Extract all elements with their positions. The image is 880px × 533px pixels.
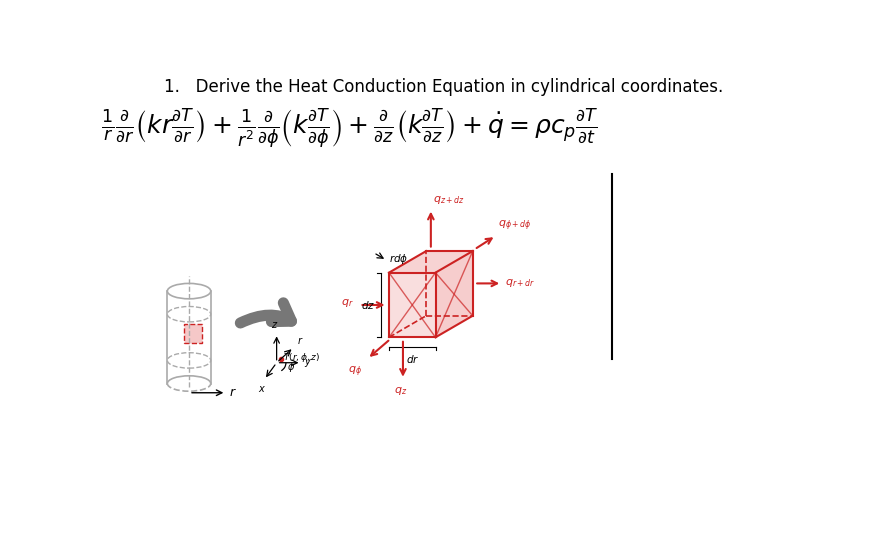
Text: $r$: $r$ [297, 335, 304, 346]
Text: $q_r$: $q_r$ [341, 297, 354, 309]
Text: $q_{\phi+d\phi}$: $q_{\phi+d\phi}$ [498, 219, 532, 233]
Text: $dr$: $dr$ [406, 353, 419, 365]
Text: 1.   Derive the Heat Conduction Equation in cylindrical coordinates.: 1. Derive the Heat Conduction Equation i… [164, 78, 722, 96]
Polygon shape [436, 251, 473, 337]
Polygon shape [184, 324, 202, 343]
Text: $x$: $x$ [258, 384, 266, 393]
Text: $r$: $r$ [229, 386, 237, 399]
Polygon shape [389, 251, 473, 273]
Text: $q_{r+dr}$: $q_{r+dr}$ [505, 277, 536, 289]
Polygon shape [389, 273, 436, 337]
Text: $z$: $z$ [271, 320, 279, 330]
Text: $T(r,\phi,z)$: $T(r,\phi,z)$ [282, 351, 320, 365]
Text: $rd\phi$: $rd\phi$ [389, 252, 408, 266]
Text: $dz$: $dz$ [361, 299, 375, 311]
Text: $y$: $y$ [304, 357, 312, 369]
Text: $\frac{1}{r}\frac{\partial}{\partial r}\left(kr\frac{\partial T}{\partial r}\rig: $\frac{1}{r}\frac{\partial}{\partial r}\… [101, 108, 599, 151]
Text: $q_\phi$: $q_\phi$ [348, 364, 362, 378]
Text: $q_z$: $q_z$ [394, 385, 407, 397]
Text: $q_{z+dz}$: $q_{z+dz}$ [433, 195, 465, 206]
FancyArrowPatch shape [240, 303, 291, 323]
Text: $\phi$: $\phi$ [287, 360, 295, 374]
